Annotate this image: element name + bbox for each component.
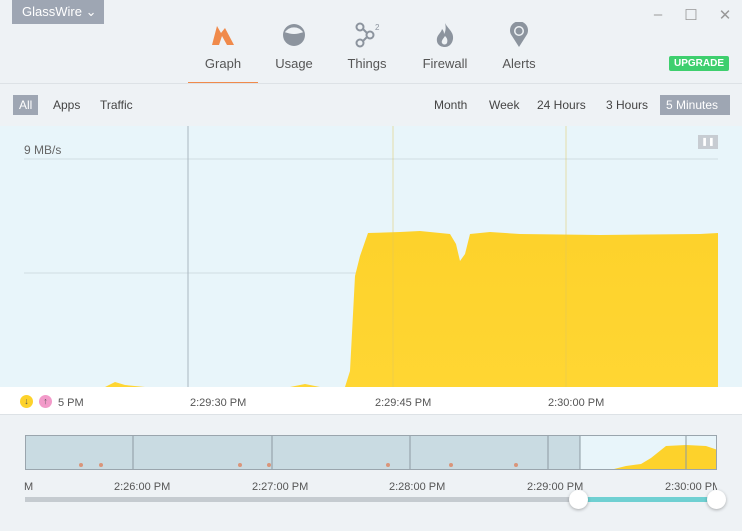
tab-alerts[interactable]: Alerts	[487, 20, 551, 71]
tab-usage[interactable]: Usage	[262, 20, 326, 71]
firewall-icon	[413, 20, 477, 50]
app-title: GlassWire	[22, 4, 82, 19]
axis-tick: 2:30:00 PM	[548, 397, 605, 409]
tab-label: Graph	[204, 56, 242, 71]
scale-label: 9 MB/s	[24, 143, 62, 157]
timeline-tick: 2:30:00 PM	[665, 481, 717, 493]
range-24-hours[interactable]: 24 Hours	[537, 98, 586, 112]
usage-icon	[262, 20, 326, 50]
tab-graph[interactable]: Graph	[191, 20, 255, 71]
upload-legend-icon[interactable]: ↑	[39, 395, 52, 408]
timeline-selection[interactable]	[579, 497, 717, 502]
tab-label: Alerts	[502, 56, 536, 71]
tab-label: Firewall	[422, 56, 468, 71]
timeline-tick: 2:29:00 PM	[527, 481, 584, 493]
axis-tick: 2:29:30 PM	[190, 397, 247, 409]
range-week[interactable]: Week	[489, 98, 520, 112]
tab-things[interactable]: 2 Things	[335, 20, 399, 71]
upgrade-button[interactable]: UPGRADE	[669, 56, 729, 71]
range-3-hours[interactable]: 3 Hours	[606, 98, 649, 112]
axis-tick: 5 PM	[58, 397, 84, 409]
tab-firewall[interactable]: Firewall	[413, 20, 477, 71]
timeline-tick: 2:28:00 PM	[389, 481, 446, 493]
svg-text:2: 2	[375, 23, 380, 32]
graph-icon	[191, 20, 255, 50]
timeline-tick: 2:27:00 PM	[252, 481, 309, 493]
range-end-handle[interactable]	[707, 490, 726, 509]
alerts-icon	[487, 20, 551, 50]
filter-apps[interactable]: Apps	[53, 98, 81, 112]
timeline-tick: M	[24, 481, 34, 493]
timeline-track[interactable]	[25, 497, 579, 502]
download-legend-icon[interactable]: ↓	[20, 395, 33, 408]
range-month[interactable]: Month	[434, 98, 468, 112]
traffic-graph[interactable]: 9 MB/s ❚❚	[0, 126, 742, 387]
time-axis: ↓ ↑	[0, 387, 742, 415]
tab-label: Usage	[275, 56, 313, 71]
chevron-down-icon: ⌄	[85, 4, 97, 19]
divider	[0, 83, 742, 84]
filter-traffic[interactable]: Traffic	[100, 98, 133, 112]
close-button[interactable]: ✕	[718, 7, 732, 24]
timeline-overview[interactable]	[25, 435, 717, 470]
filter-all[interactable]: All	[13, 95, 39, 115]
pause-button[interactable]: ❚❚	[698, 135, 718, 149]
range-5-minutes[interactable]: 5 Minutes	[660, 95, 730, 115]
axis-tick: 2:29:45 PM	[375, 397, 432, 409]
tab-label: Things	[347, 56, 387, 71]
app-menu-button[interactable]: GlassWire ⌄	[12, 0, 104, 24]
minimize-button[interactable]: –	[653, 6, 663, 23]
range-start-handle[interactable]	[569, 490, 588, 509]
things-icon: 2	[335, 20, 399, 50]
download-area	[105, 231, 718, 387]
timeline-tick: 2:26:00 PM	[114, 481, 171, 493]
maximize-button[interactable]: ☐	[684, 7, 698, 24]
